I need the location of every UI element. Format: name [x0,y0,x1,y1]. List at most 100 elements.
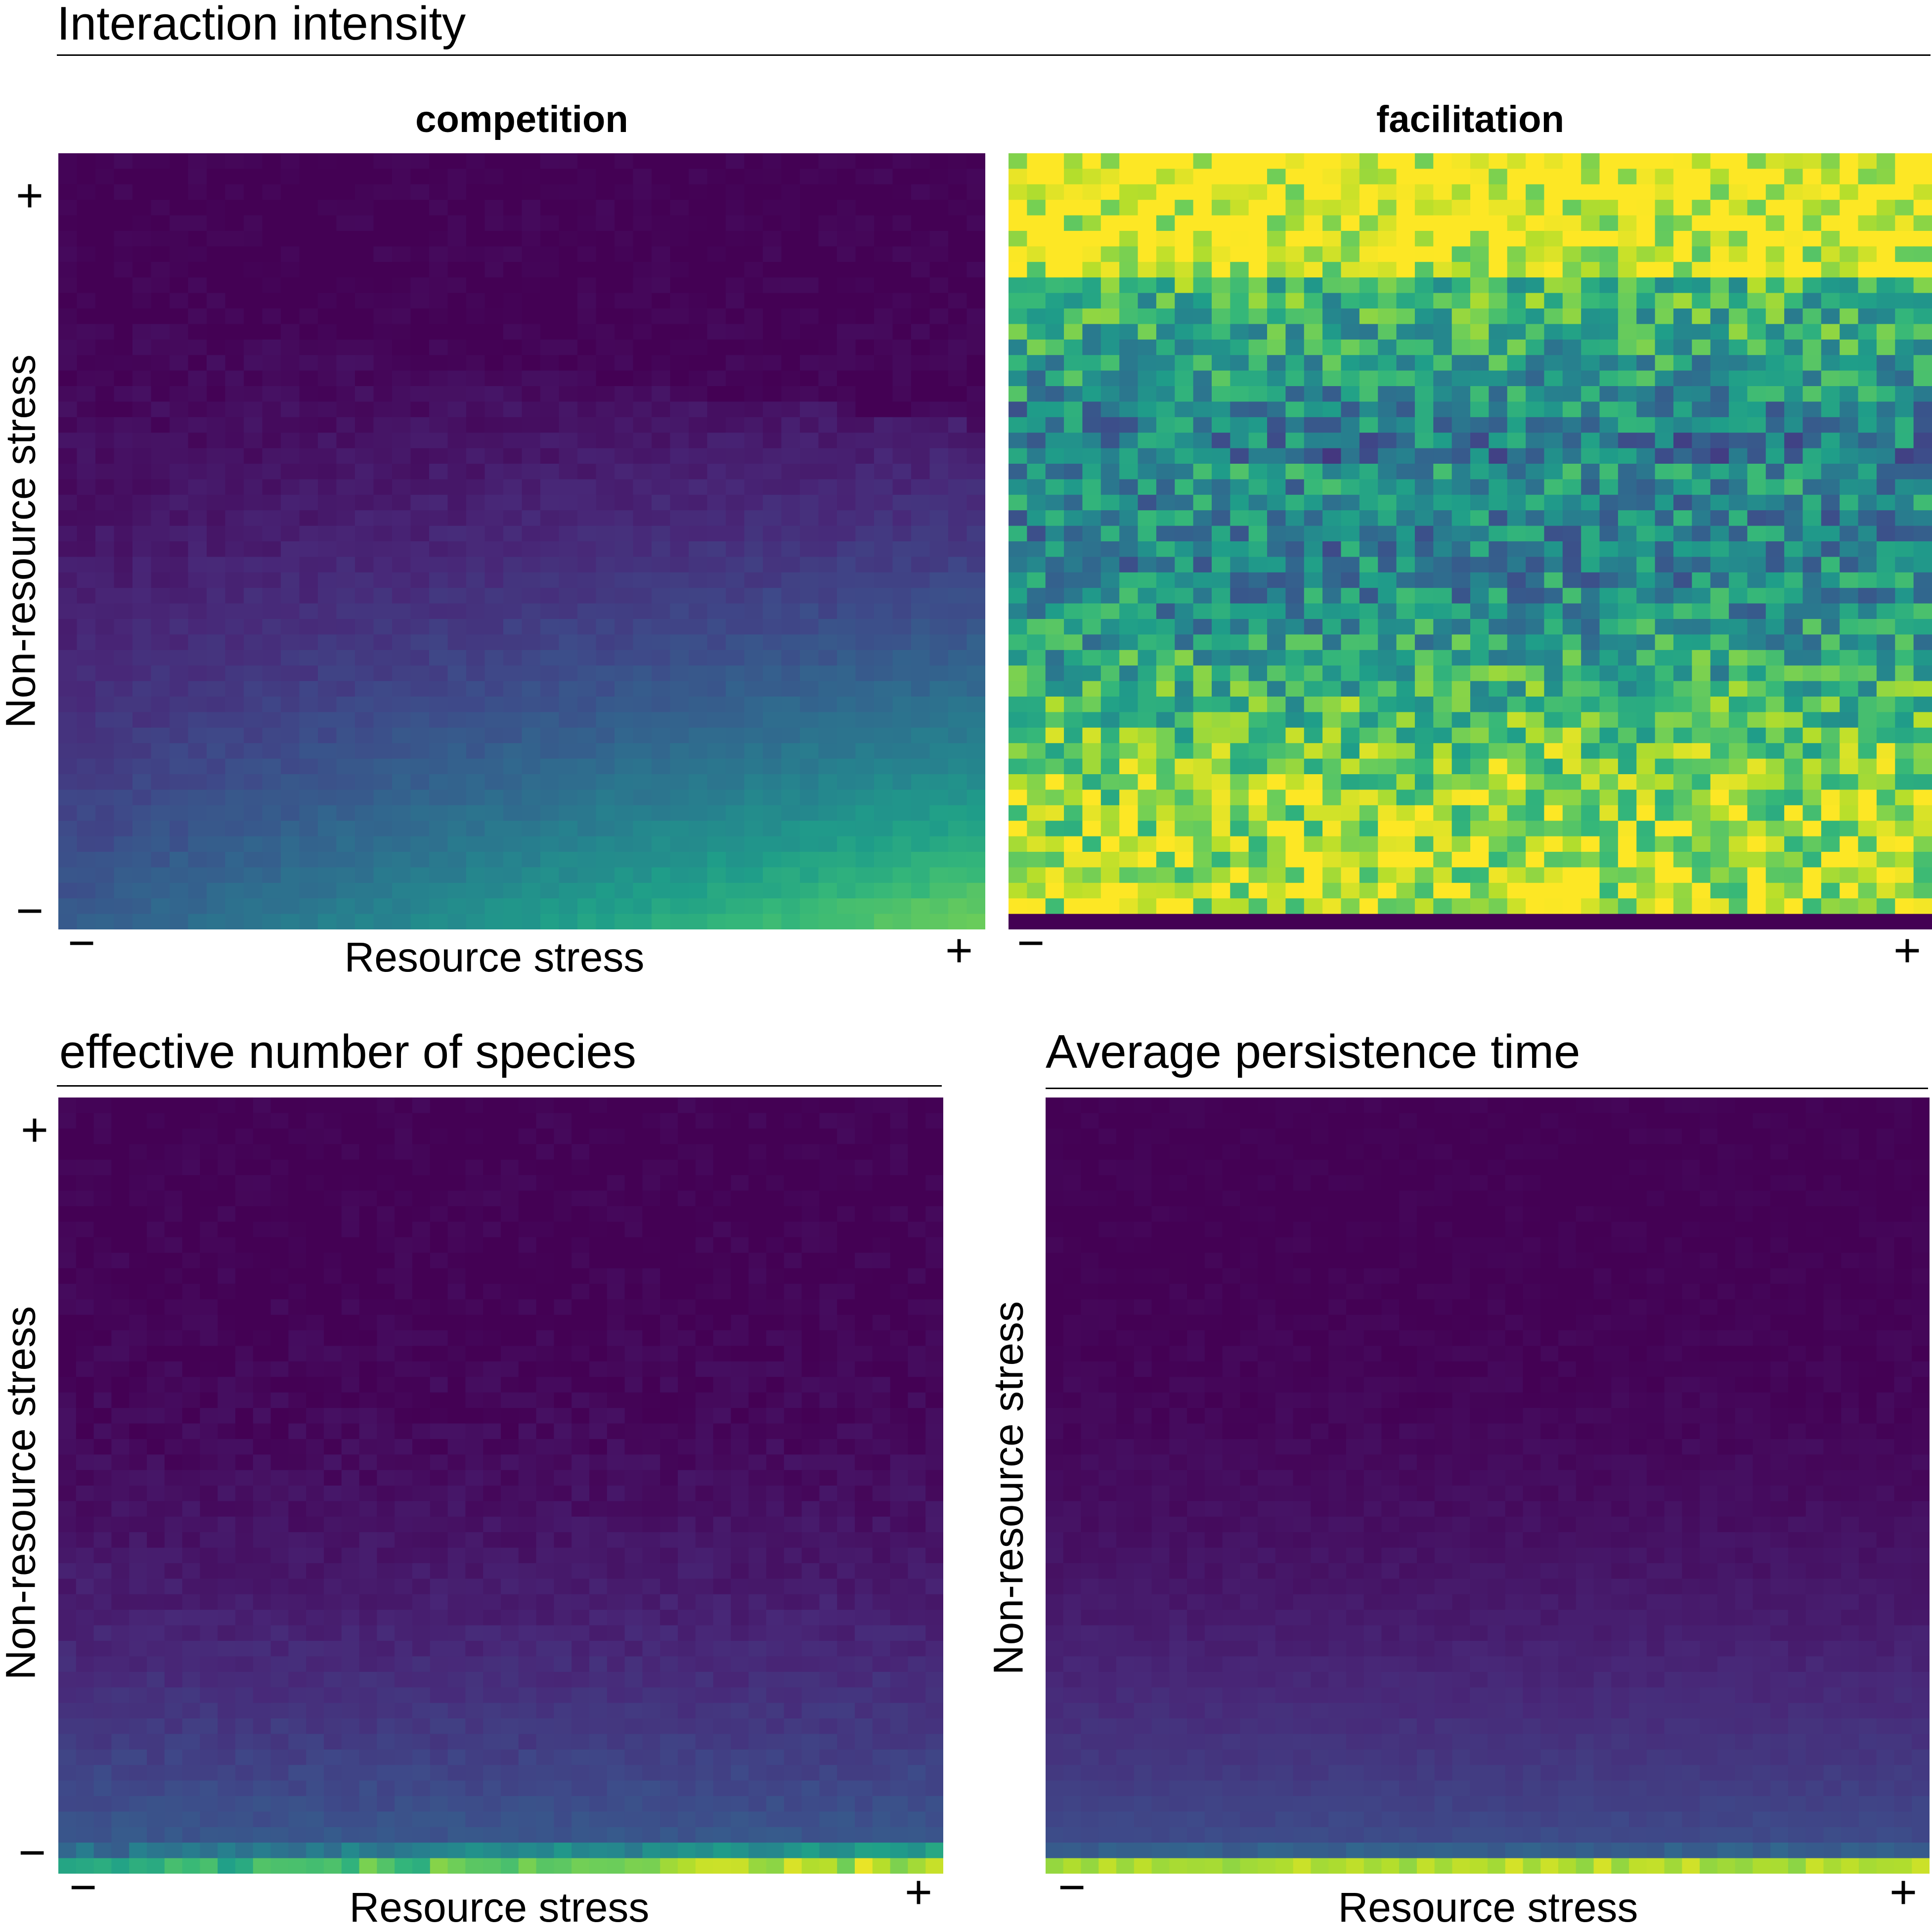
heatmap-cell [1359,526,1378,542]
heatmap-cell [1175,200,1194,216]
heatmap-cell [1304,712,1323,728]
heatmap-cell [1304,200,1323,216]
heatmap-cell [1027,867,1046,883]
heatmap-cell [373,355,393,371]
heatmap-cell [1156,464,1175,480]
heatmap-cell [1618,727,1637,744]
heatmap-cell [1618,572,1637,588]
heatmap-cell [1045,231,1064,247]
heatmap-cell [1840,448,1859,464]
heatmap-cell [892,898,912,915]
heatmap-cell [1119,603,1139,619]
heatmap-cell [1322,697,1342,712]
heatmap-cell [262,479,281,495]
heatmap-cell [596,634,615,651]
heatmap-cell [1027,743,1046,759]
heatmap-cell [670,153,689,169]
heatmap-cell [1451,464,1471,480]
heatmap-cell [781,355,800,371]
heatmap-cell [1230,215,1249,231]
heatmap-cell [373,339,393,355]
heatmap-cell [1285,308,1305,324]
heatmap-cell [429,262,448,278]
heatmap-cell [911,650,930,666]
heatmap-cell [95,339,115,355]
heatmap-cell [132,697,152,712]
heatmap-cell [1267,743,1286,759]
heatmap-cell [1027,665,1046,682]
heatmap-cell [1470,867,1489,883]
heatmap-cell [1913,681,1932,697]
heatmap-cell [1581,169,1600,185]
heatmap-cell [207,370,226,387]
heatmap-cell [1562,821,1581,837]
heatmap-cell [1082,650,1101,666]
heatmap-cell [633,882,652,899]
heatmap-cell [373,588,393,604]
heatmap-cell [1211,494,1230,511]
heatmap-cell [540,805,560,821]
heatmap-cell [1858,650,1877,666]
heatmap-cell [966,401,985,418]
heatmap-cell [1507,510,1526,527]
heatmap-cell [615,665,634,682]
heatmap-cell [336,448,355,464]
heatmap-cell [1267,494,1286,511]
heatmap-cell [892,215,912,231]
heatmap-cell [744,634,763,651]
heatmap-cell [1784,355,1803,371]
heatmap-cell [355,448,374,464]
heatmap-cell [596,758,615,775]
heatmap-cell [1802,572,1822,588]
heatmap-cell [1248,898,1268,915]
heatmap-cell [466,494,485,511]
heatmap-cell [1267,169,1286,185]
heatmap-cell [1193,665,1212,682]
heatmap-cell [1636,743,1656,759]
heatmap-cell [615,246,634,263]
heatmap-cell [318,262,337,278]
heatmap-cell [1470,231,1489,247]
heatmap-cell [281,697,300,712]
heatmap-cell [1526,355,1545,371]
heatmap-cell [874,665,893,682]
heatmap-cell [1082,355,1101,371]
heatmap-cell [1285,727,1305,744]
heatmap-cell [1248,231,1268,247]
heatmap-cell [114,464,133,480]
heatmap-cell [336,852,355,868]
heatmap-cell [1045,386,1064,402]
heatmap-cell [95,153,115,169]
heatmap-cell [1802,169,1822,185]
heatmap-cell [1507,526,1526,542]
heatmap-cell [170,339,189,355]
heatmap-cell [1082,758,1101,775]
heatmap-cell [540,588,560,604]
heatmap-cell [77,433,96,449]
heatmap-cell [1341,510,1360,527]
heatmap-cell [744,494,763,511]
heatmap-cell [744,665,763,682]
heatmap-cell [225,650,244,666]
heatmap-cell [689,836,708,852]
heatmap-cell [707,882,726,899]
heatmap-cell [707,169,726,185]
heatmap-cell [1100,355,1120,371]
heatmap-cell [615,526,634,542]
heatmap-cell [299,277,318,294]
heatmap-cell [577,572,597,588]
heatmap-cell [392,572,411,588]
heatmap-cell [1618,184,1637,200]
heatmap-cell [1895,215,1914,231]
heatmap-cell [1100,774,1120,790]
heatmap-cell [1673,215,1692,231]
heatmap-cell [151,836,170,852]
heatmap-cell [1489,355,1508,371]
heatmap-cell [744,712,763,728]
heatmap-cell [707,370,726,387]
heatmap-cell [837,665,856,682]
heatmap-cell [707,634,726,651]
heatmap-cell [1009,215,1027,231]
heatmap-cell [151,277,170,294]
heatmap-cell [1655,898,1674,915]
